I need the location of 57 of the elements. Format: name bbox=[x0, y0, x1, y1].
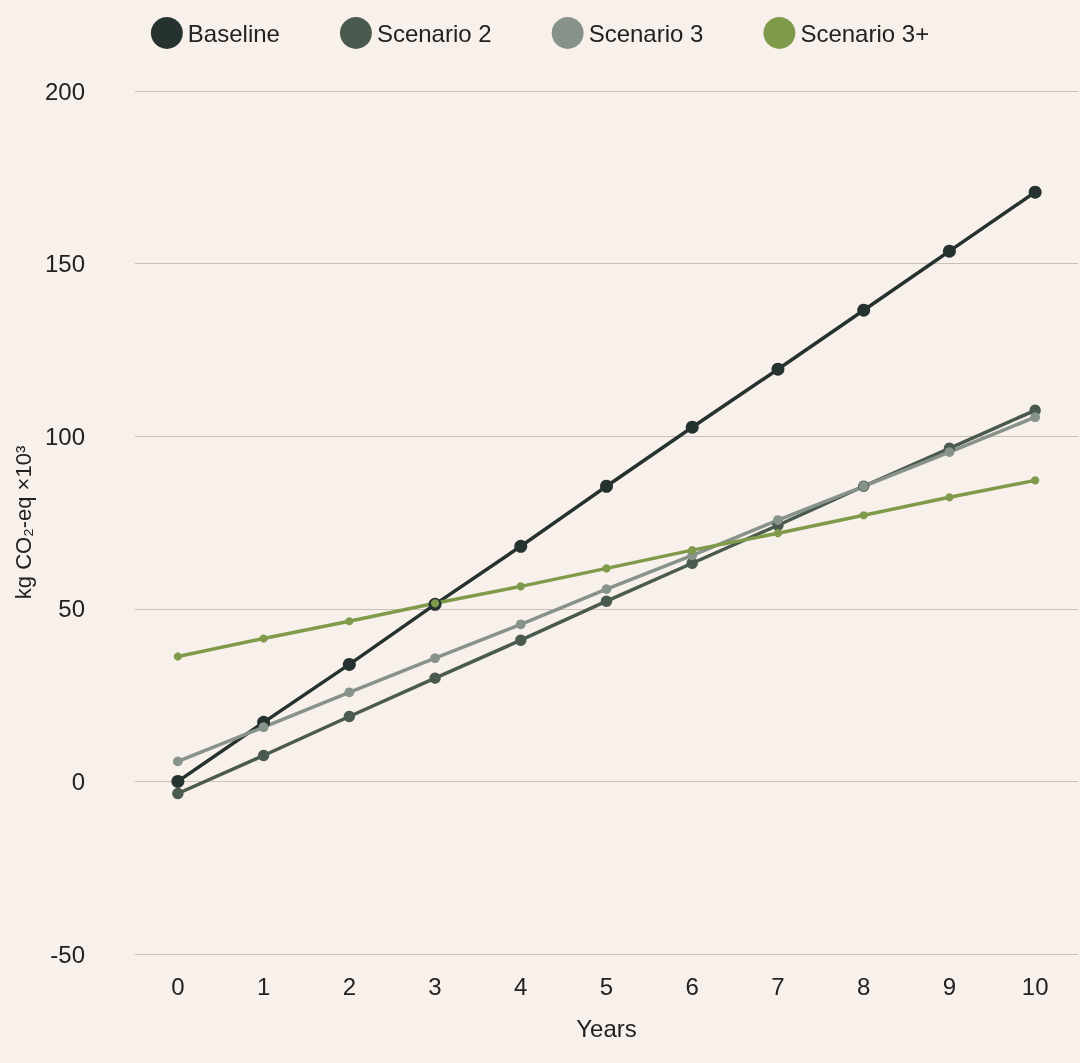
point bbox=[430, 653, 440, 664]
x-tick-label: 0 bbox=[171, 972, 185, 1000]
point bbox=[516, 582, 525, 591]
legend-label: Scenario 3+ bbox=[800, 19, 930, 47]
point bbox=[600, 479, 613, 493]
point bbox=[942, 244, 956, 258]
point bbox=[258, 722, 269, 733]
point bbox=[343, 710, 356, 723]
x-tick-label: 8 bbox=[857, 972, 871, 1000]
legend-label: Baseline bbox=[187, 19, 280, 47]
y-tick-label: 200 bbox=[44, 77, 85, 105]
y-tick-label: -50 bbox=[50, 940, 85, 968]
point bbox=[945, 493, 954, 502]
point bbox=[685, 420, 699, 434]
x-tick-label: 4 bbox=[514, 972, 528, 1000]
legend-label: Scenario 2 bbox=[376, 19, 492, 47]
point bbox=[342, 657, 356, 671]
point bbox=[1030, 412, 1041, 423]
point bbox=[172, 756, 183, 767]
point bbox=[515, 634, 527, 646]
y-tick-label: 150 bbox=[44, 250, 85, 278]
point bbox=[857, 303, 871, 317]
x-tick-label: 5 bbox=[599, 972, 614, 1000]
legend-label: Scenario 3 bbox=[588, 19, 704, 47]
point bbox=[429, 672, 441, 684]
point bbox=[771, 362, 785, 376]
x-tick-label: 7 bbox=[771, 972, 785, 1000]
point bbox=[171, 774, 185, 788]
y-tick-label: 0 bbox=[71, 767, 85, 795]
x-tick-label: 1 bbox=[256, 972, 271, 1000]
point bbox=[601, 584, 612, 595]
point bbox=[515, 619, 526, 630]
point bbox=[514, 539, 528, 553]
point bbox=[602, 564, 611, 573]
x-tick-label: 6 bbox=[685, 972, 699, 1000]
point bbox=[259, 634, 268, 643]
y-axis-title: kg CO₂-eq ×10³ bbox=[10, 445, 36, 600]
x-tick-label: 9 bbox=[942, 972, 957, 1000]
point bbox=[345, 617, 354, 626]
x-tick-label: 3 bbox=[428, 972, 442, 1000]
point bbox=[173, 652, 182, 661]
x-tick-label: 10 bbox=[1021, 972, 1049, 1000]
point bbox=[773, 515, 783, 525]
x-axis-title: Years bbox=[576, 1014, 637, 1042]
point bbox=[1028, 185, 1042, 199]
point bbox=[600, 595, 613, 607]
point bbox=[257, 749, 270, 762]
point bbox=[944, 447, 955, 457]
y-tick-label: 50 bbox=[58, 595, 85, 623]
x-tick-label: 2 bbox=[342, 972, 356, 1000]
y-tick-label: 100 bbox=[44, 422, 85, 450]
point bbox=[1031, 476, 1040, 485]
point bbox=[859, 511, 868, 520]
point bbox=[688, 546, 697, 555]
point bbox=[773, 529, 783, 538]
point bbox=[344, 687, 355, 698]
point bbox=[172, 787, 184, 800]
